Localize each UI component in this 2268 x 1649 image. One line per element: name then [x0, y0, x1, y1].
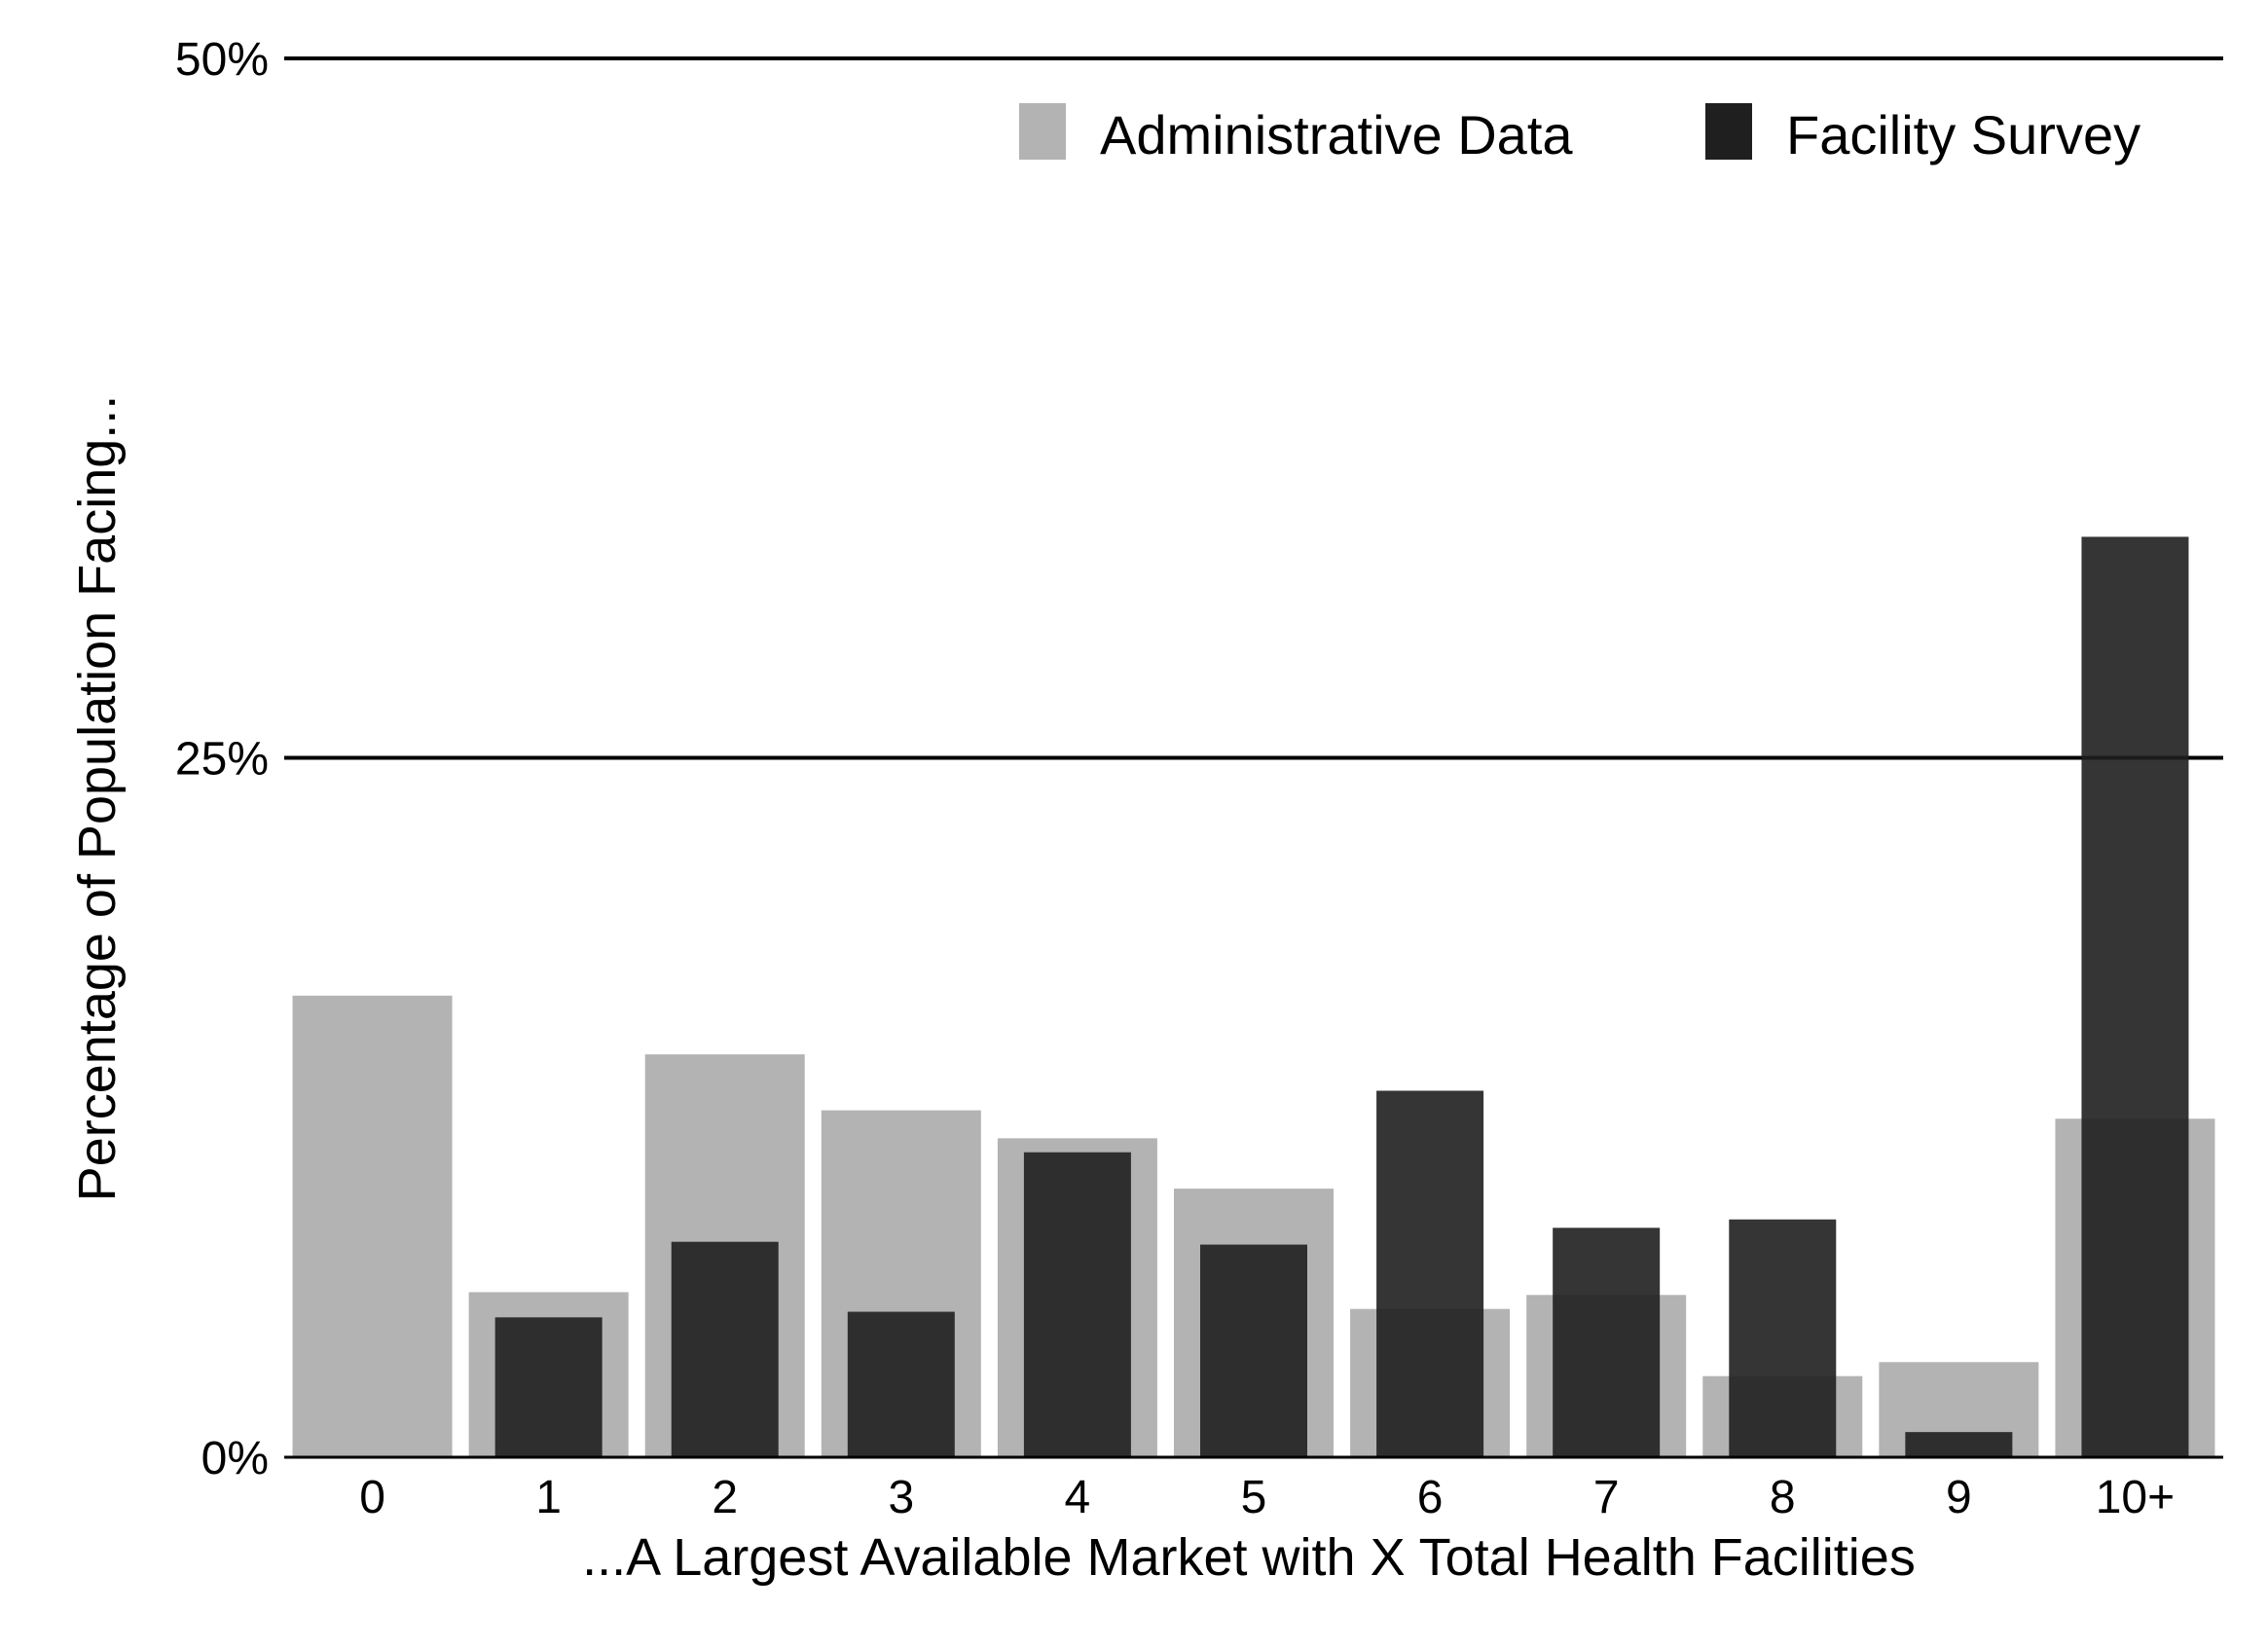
bar-facility-survey-6	[1376, 1090, 1484, 1457]
gridlines	[284, 56, 2223, 760]
x-tick-label-10: 10+	[2096, 1472, 2175, 1523]
x-axis-ticks: 0 1 2 3 4 5 6 7 8 9 10+	[359, 1472, 2175, 1523]
x-tick-label-7: 7	[1593, 1472, 1620, 1523]
bar-facility-survey-3	[847, 1311, 955, 1457]
x-tick-label-9: 9	[1946, 1472, 1972, 1523]
bar-facility-survey-7	[1553, 1228, 1661, 1457]
x-tick-label-1: 1	[535, 1472, 562, 1523]
bar-facility-survey-10	[2081, 536, 2189, 1457]
bar-facility-survey-5	[1200, 1244, 1307, 1457]
y-axis-title: Percentage of Population Facing...	[68, 395, 127, 1202]
legend-swatch-facility-survey	[1705, 103, 1752, 160]
bar-facility-survey-1	[494, 1317, 603, 1457]
bar-facility-survey-4	[1023, 1152, 1131, 1457]
x-tick-label-5: 5	[1241, 1472, 1267, 1523]
x-tick-label-0: 0	[359, 1472, 385, 1523]
legend-swatch-administrative-data	[1019, 103, 1066, 160]
x-tick-label-3: 3	[888, 1472, 914, 1523]
y-tick-label-2: 50%	[175, 34, 269, 86]
legend-label-administrative-data: Administrative Data	[1100, 104, 1573, 165]
x-tick-label-4: 4	[1065, 1472, 1091, 1523]
bar-facility-survey-2	[671, 1241, 779, 1457]
x-tick-label-2: 2	[712, 1472, 738, 1523]
x-tick-label-6: 6	[1417, 1472, 1444, 1523]
y-tick-label-1: 25%	[175, 734, 269, 786]
legend-label-facility-survey: Facility Survey	[1786, 104, 2140, 165]
bar-facility-survey-9	[1905, 1432, 2013, 1457]
x-tick-label-8: 8	[1770, 1472, 1796, 1523]
bar-administrative-data-0	[292, 995, 453, 1457]
bar-facility-survey-8	[1729, 1219, 1837, 1457]
x-axis-title: ...A Largest Available Market with X Tot…	[582, 1528, 1916, 1587]
y-axis-ticks: 0% 25% 50%	[175, 34, 269, 1484]
facility-survey-bars	[494, 536, 2189, 1457]
y-tick-label-0: 0%	[201, 1433, 269, 1484]
legend: Administrative Data Facility Survey	[1019, 103, 2140, 165]
